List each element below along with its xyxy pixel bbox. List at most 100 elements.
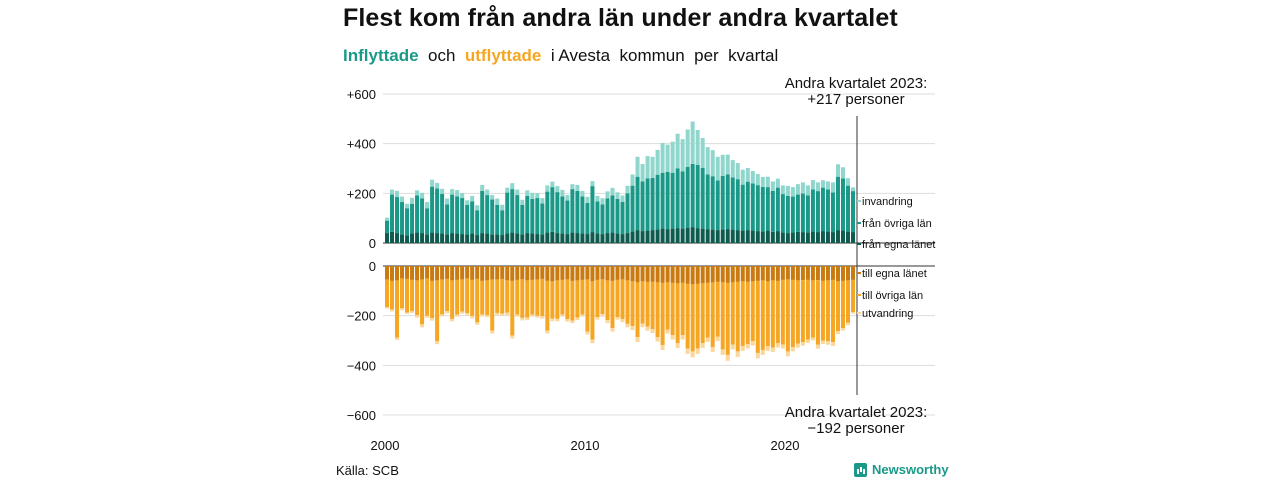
bar-out-utvandring (620, 319, 625, 323)
bar-in-egna (615, 233, 620, 243)
y-tick-label-top: +200 (347, 186, 376, 201)
bar-in-egna (700, 228, 705, 243)
bar-out-ovriga (415, 280, 420, 316)
bar-out-utvandring (445, 311, 450, 314)
bar-out-egna (565, 266, 570, 280)
bar-out-ovriga (795, 280, 800, 344)
bar-out-utvandring (845, 322, 850, 326)
bar-in-egna (715, 230, 720, 243)
bar-out-egna (515, 266, 520, 280)
bar-out-utvandring (785, 351, 790, 357)
bar-out-ovriga (390, 280, 395, 310)
bar-out-utvandring (710, 346, 715, 352)
bar-out-ovriga (745, 281, 750, 344)
bar-out-utvandring (460, 311, 465, 314)
bar-in-invandring (705, 147, 710, 175)
bar-out-ovriga (540, 278, 545, 317)
bar-in-invandring (395, 190, 400, 198)
bar-in-invandring (390, 189, 395, 195)
bar-in-egna (490, 234, 495, 243)
bar-in-ovriga (640, 181, 645, 232)
bar-in-invandring (620, 195, 625, 202)
bar-out-ovriga (410, 279, 415, 311)
bar-out-egna (480, 266, 485, 281)
bar-in-egna (825, 231, 830, 243)
bar-out-utvandring (705, 337, 710, 342)
bar-out-egna (825, 266, 830, 281)
bar-out-ovriga (475, 278, 480, 323)
bar-in-ovriga (670, 172, 675, 229)
bar-in-ovriga (845, 185, 850, 232)
bar-out-egna (400, 266, 405, 279)
bar-out-ovriga (840, 280, 845, 329)
bar-out-egna (650, 266, 655, 282)
bar-in-ovriga (455, 196, 460, 234)
bar-out-utvandring (405, 312, 410, 314)
bar-in-egna (835, 230, 840, 243)
bar-in-invandring (850, 187, 855, 192)
x-tick-label: 2000 (371, 438, 400, 453)
bar-in-ovriga (780, 194, 785, 233)
bar-out-ovriga (850, 279, 855, 313)
bar-out-utvandring (385, 306, 390, 309)
bar-in-ovriga (605, 198, 610, 234)
bar-in-egna (605, 233, 610, 243)
y-tick-label-top: 0 (369, 236, 376, 251)
bar-out-ovriga (555, 280, 560, 319)
bar-in-invandring (735, 163, 740, 180)
bar-out-egna (665, 266, 670, 283)
bar-in-ovriga (725, 174, 730, 230)
bar-in-invandring (685, 129, 690, 167)
bar-in-invandring (815, 182, 820, 192)
bar-in-invandring (665, 144, 670, 172)
bar-out-utvandring (820, 340, 825, 344)
bar-in-ovriga (385, 220, 390, 234)
bar-out-egna (420, 266, 425, 280)
bar-in-ovriga (675, 168, 680, 229)
bar-out-egna (605, 266, 610, 281)
bar-in-egna (820, 231, 825, 243)
bar-out-egna (590, 266, 595, 282)
bar-in-invandring (720, 154, 725, 176)
bar-in-invandring (505, 187, 510, 193)
bar-in-invandring (540, 198, 545, 204)
bar-out-utvandring (520, 317, 525, 321)
bar-in-egna (840, 230, 845, 243)
bar-out-egna (555, 266, 560, 281)
bar-out-ovriga (460, 279, 465, 312)
bar-in-egna (400, 234, 405, 243)
bar-in-invandring (590, 181, 595, 187)
bar-out-ovriga (530, 279, 535, 315)
bar-in-invandring (515, 189, 520, 196)
bar-in-invandring (610, 187, 615, 196)
bar-out-ovriga (800, 280, 805, 343)
bar-in-ovriga (810, 189, 815, 232)
bar-out-egna (500, 266, 505, 279)
bar-out-egna (620, 266, 625, 280)
bar-in-egna (515, 233, 520, 243)
bar-in-invandring (725, 154, 730, 175)
bar-out-ovriga (580, 279, 585, 315)
bar-out-egna (470, 266, 475, 280)
bar-out-utvandring (750, 340, 755, 346)
bar-out-egna (490, 266, 495, 280)
legend-label: till egna länet (862, 268, 927, 280)
bar-in-invandring (730, 160, 735, 178)
bar-in-invandring (800, 182, 805, 194)
bar-in-invandring (690, 121, 695, 164)
bar-in-ovriga (850, 191, 855, 233)
bar-out-egna (610, 266, 615, 281)
bar-in-egna (435, 233, 440, 243)
bar-in-invandring (645, 156, 650, 179)
bar-out-ovriga (635, 282, 640, 338)
bar-in-invandring (640, 164, 645, 182)
bar-out-utvandring (400, 308, 405, 311)
bar-in-ovriga (610, 195, 615, 233)
bar-in-egna (630, 231, 635, 243)
bar-in-ovriga (570, 189, 575, 233)
bar-in-invandring (385, 217, 390, 221)
bar-in-egna (415, 232, 420, 243)
bar-in-invandring (545, 185, 550, 192)
bar-in-ovriga (470, 201, 475, 234)
